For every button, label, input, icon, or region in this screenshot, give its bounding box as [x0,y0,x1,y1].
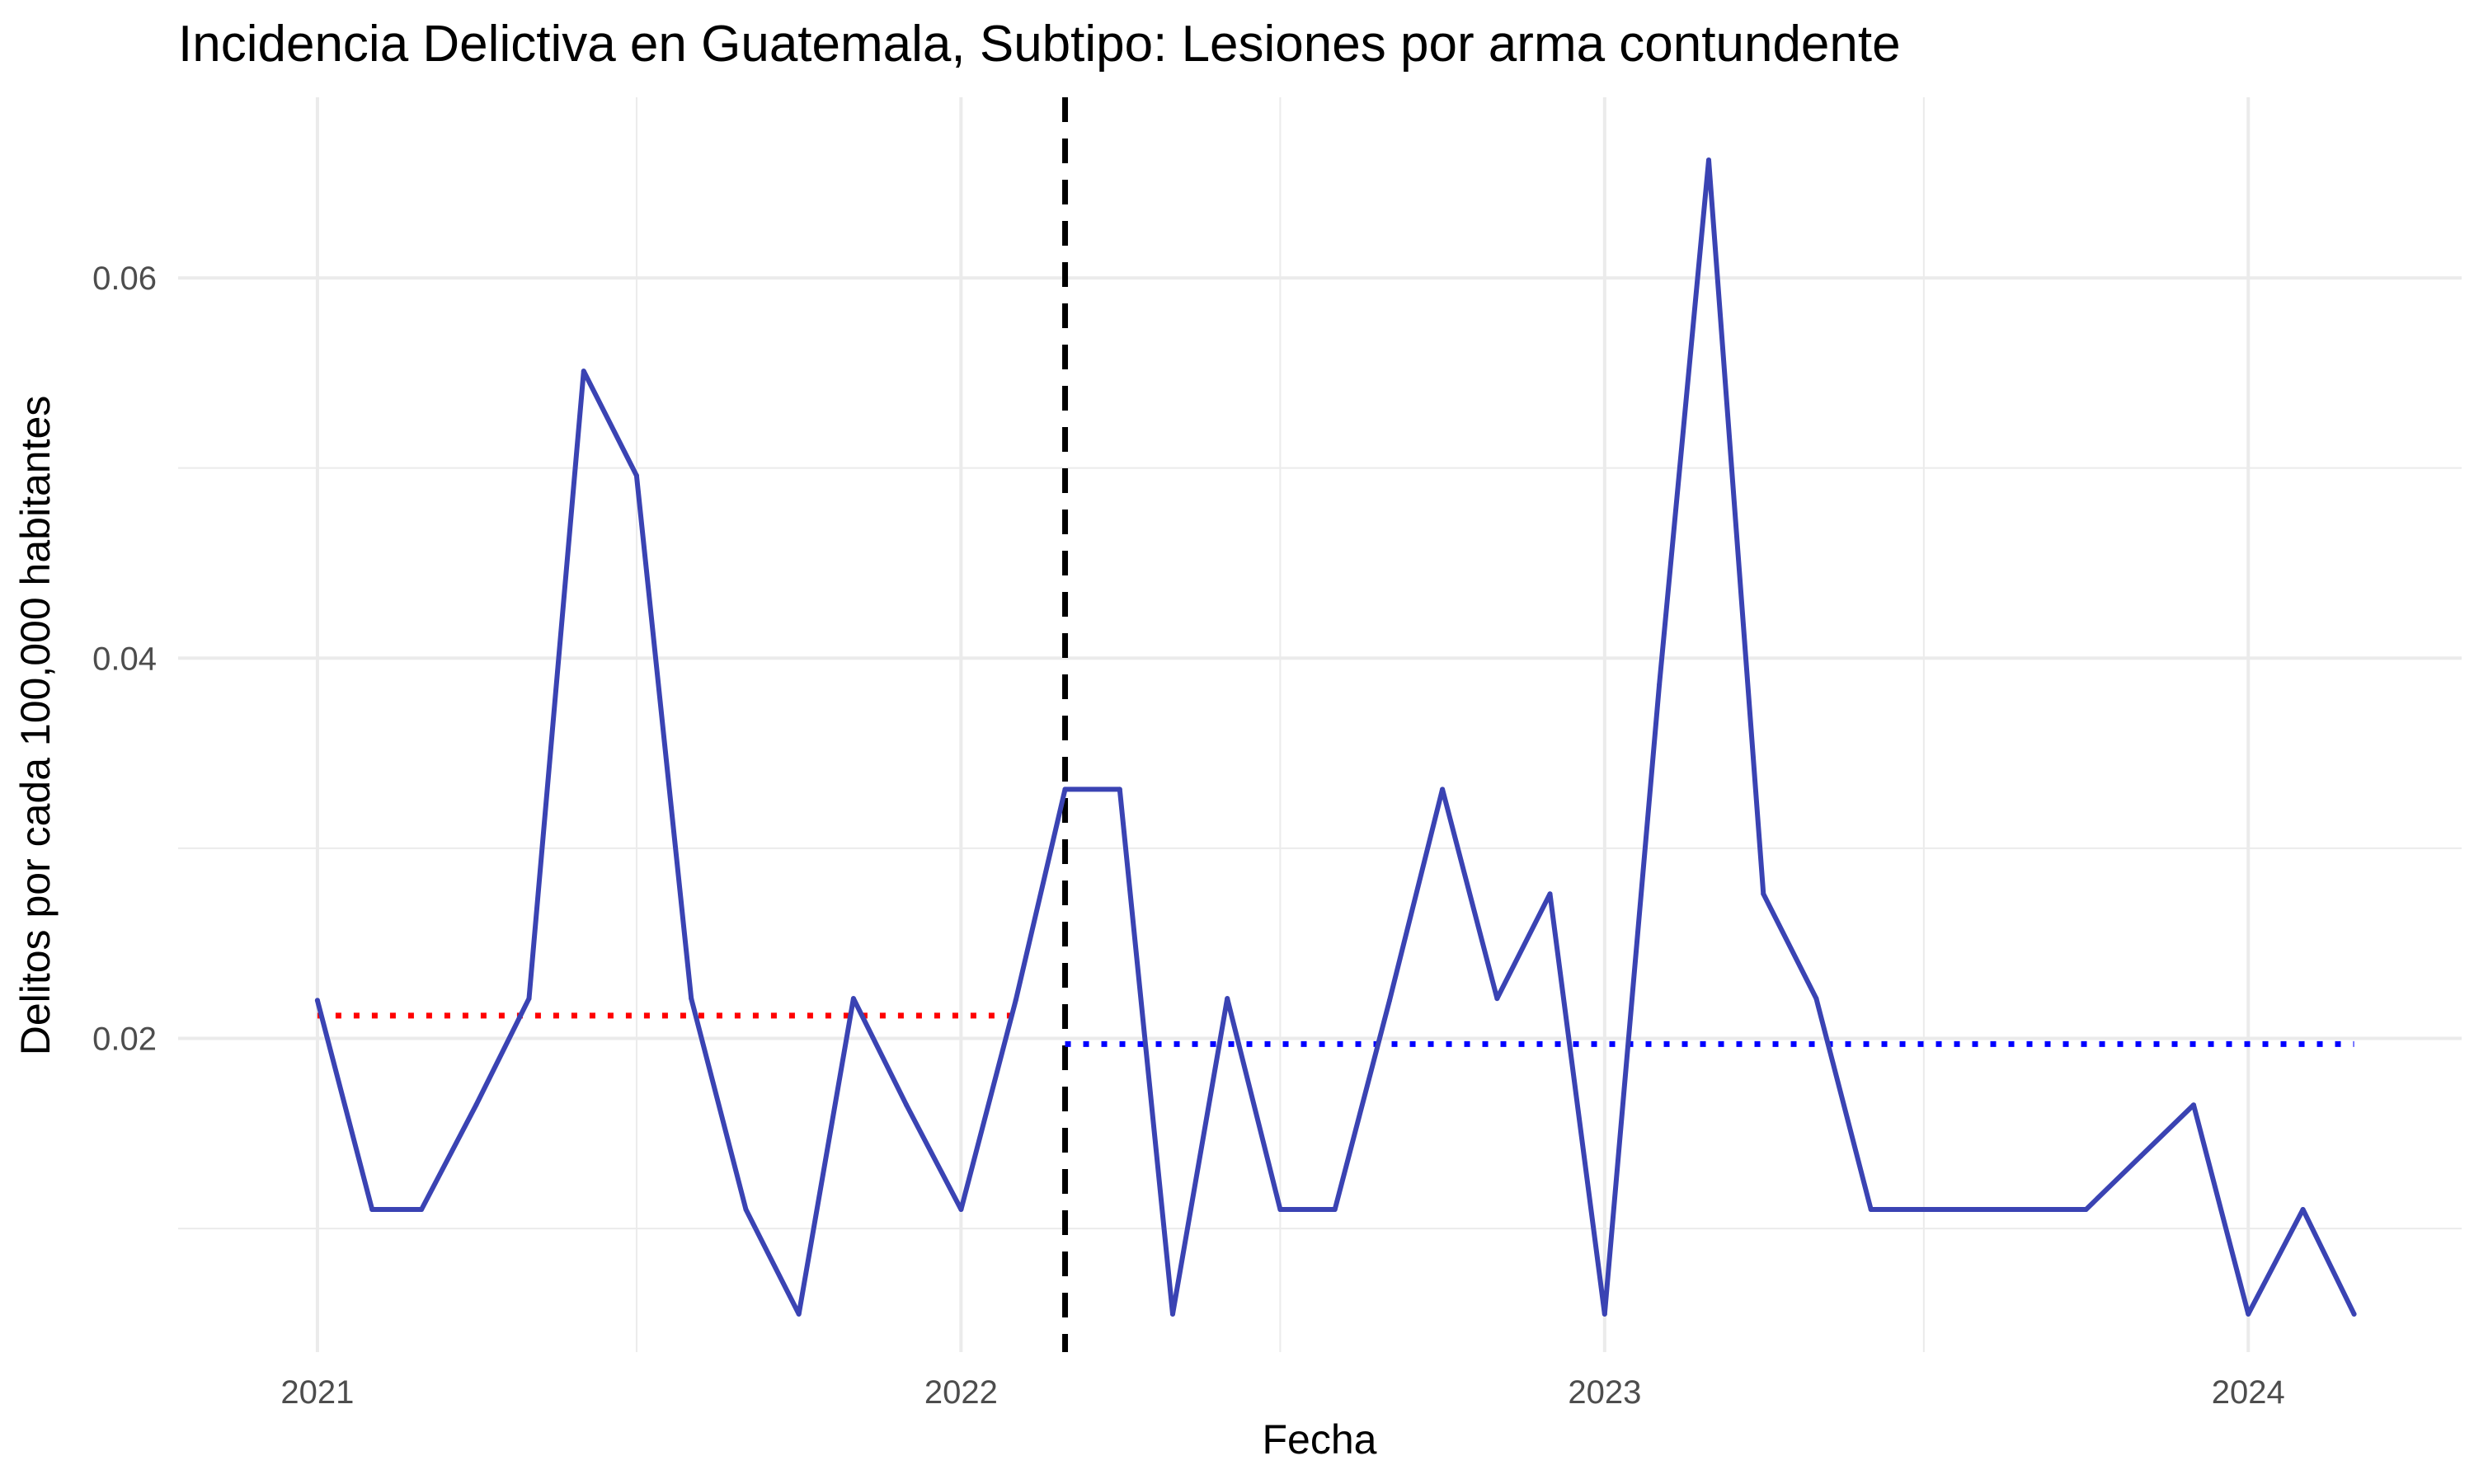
data-point [1062,787,1068,792]
series-line [314,157,2357,1317]
data-point [1440,787,1446,792]
data-point [743,1207,749,1213]
data-point [369,1207,375,1213]
data-point [2030,1207,2036,1213]
x-tick-label: 2021 [280,1374,354,1411]
data-point [1761,891,1766,897]
data-point [1494,996,1500,1002]
data-point [1117,787,1122,792]
data-point [1705,157,1711,163]
y-tick-label: 0.04 [92,641,157,677]
data-point [2083,1207,2089,1213]
data-point [958,1207,964,1213]
tick-labels: 2021 2022 2023 2024 0.02 0.04 0.06 [92,261,2285,1411]
data-point [1225,996,1230,1002]
data-point [1169,1311,1175,1317]
y-tick-label: 0.02 [92,1021,157,1058]
data-point [1547,891,1553,897]
x-tick-label: 2022 [924,1374,998,1411]
y-axis-title: Delitos por cada 100,000 habitantes [12,396,59,1056]
data-point [314,998,320,1003]
x-tick-label: 2024 [2212,1374,2285,1411]
series [314,157,2357,1317]
data-point [1602,1311,1607,1317]
x-axis-title: Fecha [1263,1416,1377,1463]
chart-title: Incidencia Delictiva en Guatemala, Subti… [178,16,1901,73]
data-point [1277,1207,1283,1213]
y-tick-label: 0.06 [92,261,157,297]
data-point [473,1102,479,1108]
data-point [796,1311,802,1317]
data-point [904,1102,910,1108]
data-point [1657,682,1663,688]
data-point [1921,1207,1926,1213]
data-point [2351,1311,2357,1317]
data-point [526,996,532,1002]
data-point [2190,1102,2196,1108]
data-point [2138,1153,2143,1159]
data-point [419,1207,425,1213]
data-point [2300,1207,2306,1213]
data-point [633,472,639,478]
data-point [581,369,586,374]
data-point [1013,998,1018,1003]
data-point [689,996,694,1002]
grid [178,97,2462,1352]
data-point [1868,1207,1874,1213]
data-point [1976,1207,1982,1213]
data-point [2246,1311,2251,1317]
data-point [1813,996,1819,1002]
data-point [1386,998,1392,1003]
reference-lines [317,97,2354,1352]
data-point [850,996,856,1002]
data-point [1332,1207,1338,1213]
x-tick-label: 2023 [1568,1374,1641,1411]
